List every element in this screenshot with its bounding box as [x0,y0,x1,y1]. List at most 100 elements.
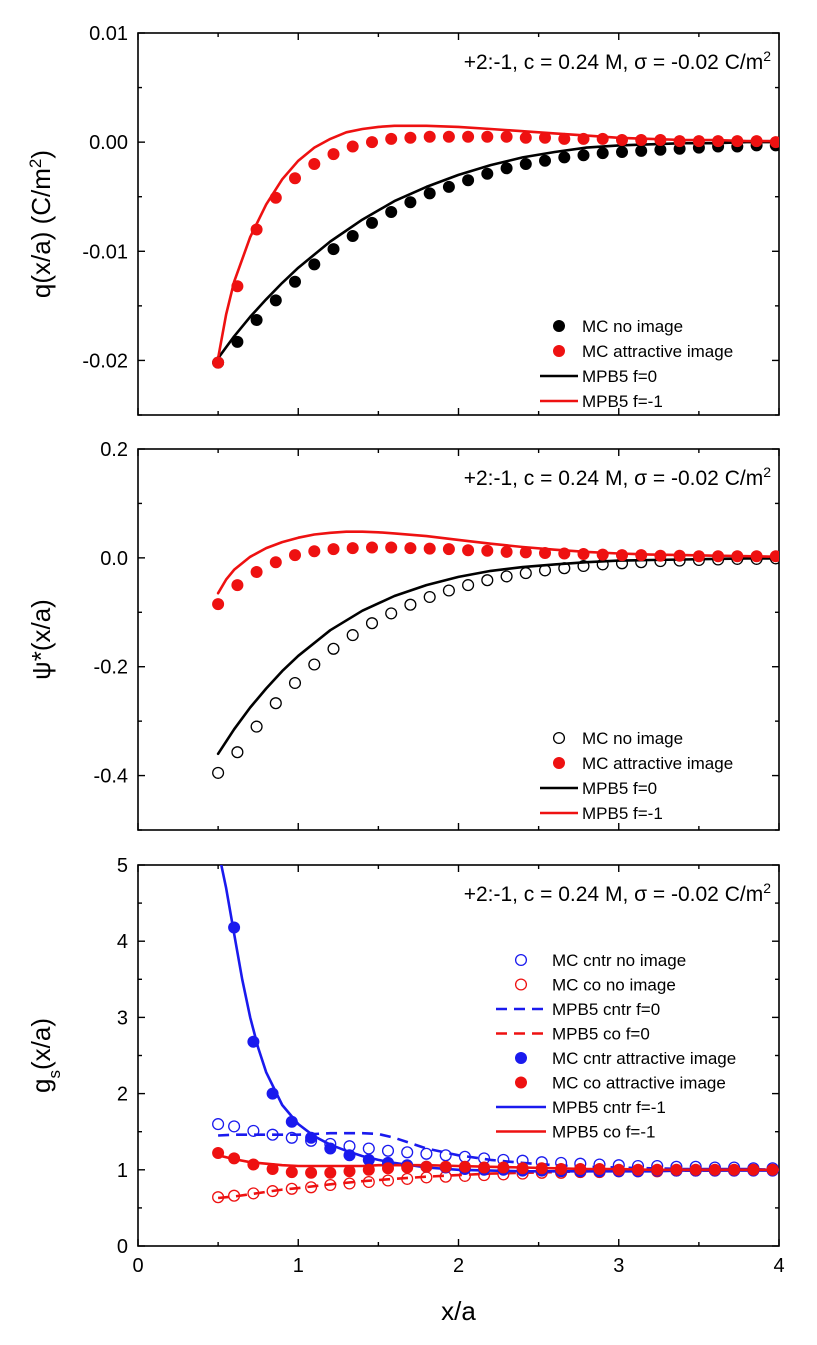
series-mc-no-image-point [269,294,282,307]
series-mc-attractive-image-point [250,566,263,578]
series-mc-co-attractive-image-point [343,1165,356,1178]
legend: MC cntr no image MC co no image MPB5 cntr … [496,951,736,1142]
plot-area [212,530,779,779]
y-tick-label: -0.02 [82,350,128,372]
legend-marker-swatch [553,320,565,332]
series-mc-no-image-point [519,158,532,170]
series-mc-no-image-point [500,570,513,583]
series-mc-co-no-image-point [228,1189,241,1202]
x-tick-label: 2 [453,1255,464,1277]
series-mc-co-attractive-image-point [228,1152,241,1165]
series-mc-attractive-image-point [423,130,436,143]
legend-item: MPB5 f=0 [540,779,657,798]
legend-label: MPB5 co f=-1 [552,1123,655,1142]
series-mc-cntr-attractive-image-point [324,1142,337,1155]
legend-item: MC cntr attractive image [515,1049,736,1068]
series-mc-cntr-no-image-point [381,1144,395,1157]
series-mc-attractive-image-point [366,541,378,554]
series-mc-co-attractive-image-point [747,1163,760,1176]
series-mc-co-attractive-image-point [420,1160,433,1173]
series-mc-attractive-image [212,130,779,369]
legend-item: MC cntr no image [514,951,686,970]
series-mc-co-attractive-image-point [478,1161,491,1174]
y-tick-label: 4 [117,931,128,953]
y-axis-label: gs(x/a) [26,1018,64,1093]
series-mc-no-image-point [385,607,398,620]
series-mc-co-attractive-image-point [574,1163,587,1175]
series-mc-cntr-no-image-point [212,1118,225,1131]
series-mc-cntr-no-image-point [285,1131,298,1144]
series-mc-attractive-image-point [769,550,779,563]
plot-area [212,865,779,1204]
condition-annotation: +2:-1, c = 0.24 M, σ = -0.02 C/m2 [464,48,772,74]
series-mc-no-image-point [404,196,417,209]
series-mc-attractive-image-point [269,191,282,204]
series-mc-cntr-no-image-point [362,1142,375,1155]
y-axis-label: q(x/a) (C/m2) [26,150,57,298]
series-mc-no-image-point [462,579,475,592]
legend-item: MC no image [553,317,683,336]
series-mc-co-attractive-image-point [212,1147,225,1159]
series-mc-co-no-image-point [247,1187,260,1200]
series-mpb5-f-1 [216,124,779,360]
y-tick-label: 3 [117,1007,128,1029]
series-mc-attractive-image-point [462,544,475,557]
series-mc-attractive-image-point [673,549,686,562]
series-mc-attractive-image-point [308,545,321,558]
legend-label: MC co attractive image [552,1074,726,1093]
series-mc-attractive-image-point [269,556,282,569]
series-mc-attractive-image-point [404,542,417,555]
series-mc-attractive-image-point [635,134,648,146]
series-mc-co-attractive-image-point [612,1163,625,1176]
series-mc-attractive-image-point [654,549,667,562]
series-mc-attractive-image-point [673,135,686,148]
series-mc-no-image-point [327,243,340,256]
legend-item: MPB5 co f=0 [496,1025,650,1044]
legend-label: MPB5 cntr f=0 [552,1000,660,1019]
series-mc-no-image-point [577,149,590,162]
legend-item: MPB5 f=0 [540,367,657,386]
legend-marker-swatch [552,731,566,745]
legend-item: MC attractive image [553,754,733,773]
series-mc-cntr-attractive-image-point [247,1035,260,1048]
y-tick-label: 0.0 [100,548,128,570]
series-mc-co-attractive-image-point [555,1163,568,1175]
y-axis-label: ψ*(x/a) [26,599,56,680]
series-mc-no-image-point [538,564,552,577]
y-tick-label: 0 [117,1236,128,1258]
series-mc-no-image-point [616,146,628,158]
series-mc-no-image-point [365,617,379,630]
series-mc-no-image-point [231,746,244,759]
legend-marker-swatch [553,757,565,769]
series-mpb5-f-1-line [216,124,779,360]
series-mc-attractive-image-point [500,130,513,143]
series-mc-co-no-image-point [343,1177,356,1190]
series-mc-attractive-image-point [616,134,628,146]
series-mc-attractive-image-point [442,130,455,143]
series-mc-no-image-point [250,720,263,733]
series-mc-co-attractive-image-point [324,1166,337,1179]
series-mc-co-attractive-image-point [651,1163,664,1176]
series-mc-no-image-point [346,230,359,242]
series-mc-no-image-point [500,162,513,175]
series-mc-no-image-point [462,174,475,187]
legend-item: MC attractive image [553,342,733,361]
y-tick-label: -0.01 [82,241,128,263]
series-mc-co-attractive-image-point [382,1162,394,1175]
legend-item: MPB5 f=-1 [540,804,663,823]
series-mc-no-image-point [327,642,340,655]
series-mc-attractive-image-point [346,542,359,555]
series-mc-no-image-point [385,206,398,218]
series-mc-no-image-point [558,151,571,164]
series-mc-attractive-image-point [712,135,725,148]
x-tick-label: 3 [613,1255,624,1277]
series-mc-attractive-image-point [769,136,779,149]
series-mc-no-image-point [423,187,436,200]
series-mpb5-cntr-f-1-line [220,865,779,1173]
plot-area [212,124,779,369]
series-mc-no-image-point [442,584,455,597]
legend-item: MC co no image [514,976,676,995]
series-mc-no-image-point [269,697,282,710]
series-mc-no-image-point [250,314,263,326]
